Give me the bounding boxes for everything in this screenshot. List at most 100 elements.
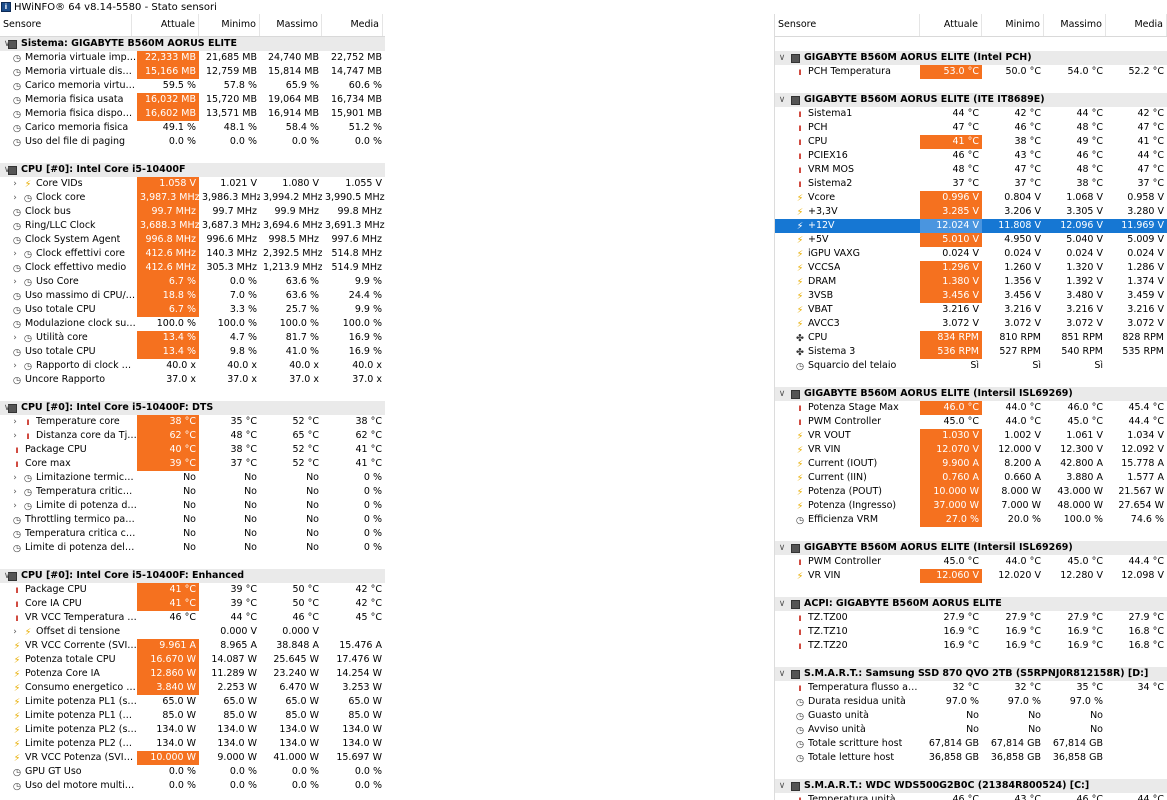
column-header-min[interactable]: Minimo [199,14,260,36]
sensor-group-header[interactable]: ∨ CPU [#0]: Intel Core i5-10400F: Enhance… [0,569,385,583]
sensor-row[interactable]: ı Package CPU 40 °C 38 °C 52 °C 41 °C [0,443,385,457]
sensor-row[interactable]: › ⚡ Offset di tensione 0.000 V 0.000 V [0,625,385,639]
sensor-row[interactable]: › ⚡ Core VIDs 1.058 V 1.021 V 1.080 V 1.055 V [0,177,385,191]
sensor-row[interactable]: ◷ Clock bus 99.7 MHz 99.7 MHz 99.9 MHz 99.8 M… [0,205,385,219]
sensor-row[interactable]: ◷ Memoria fisica disponibile 16,602 MB 13,5… [0,107,385,121]
panel-splitter[interactable] [774,14,775,800]
expand-chevron-icon[interactable]: › [13,473,17,483]
collapse-chevron-icon[interactable]: ∨ [778,389,786,399]
sensor-row[interactable]: ◷ Carico memoria virtuale 59.5 % 57.8 % 65.9… [0,79,385,93]
sensor-row[interactable]: ◷ Clock System Agent 996.8 MHz 996.6 MHz 998… [0,233,385,247]
sensor-row[interactable]: ⚡ iGPU VAXG 0.024 V 0.024 V 0.024 V 0.024 V [775,247,1167,261]
sensor-group-header[interactable]: ∨ GIGABYTE B560M AORUS ELITE (Intersil IS… [775,387,1167,401]
sensor-row[interactable]: ◷ Clock effettivo medio 412.6 MHz 305.3 MHz… [0,261,385,275]
column-header-sensor[interactable]: Sensore [0,14,132,36]
expand-chevron-icon[interactable]: › [13,487,17,497]
sensor-row[interactable]: ı VRM MOS 48 °C 47 °C 48 °C 47 °C [775,163,1167,177]
column-header-avg[interactable]: Media [1106,14,1167,36]
sensor-group-header[interactable]: ∨ CPU [#0]: Intel Core i5-10400F [0,163,385,177]
sensor-row[interactable]: ⚡ VR VIN 12.070 V 12.000 V 12.300 V 12.092 V [775,443,1167,457]
column-header-current[interactable]: Attuale [920,14,982,36]
sensor-row[interactable]: ⚡ 3VSB 3.456 V 3.456 V 3.480 V 3.459 V [775,289,1167,303]
column-header-max[interactable]: Massimo [260,14,322,36]
sensor-row[interactable]: ◷ Memoria fisica usata 16,032 MB 15,720 MB 1… [0,93,385,107]
column-header-min[interactable]: Minimo [982,14,1044,36]
sensor-row[interactable]: ⚡ Potenza totale CPU 16.670 W 14.087 W 25.64… [0,653,385,667]
sensor-row[interactable]: ⚡ Limite potenza PL1 (dina... 85.0 W 85.0 W… [0,709,385,723]
sensor-row[interactable]: ◷ GPU GT Uso 0.0 % 0.0 % 0.0 % 0.0 % [0,765,385,779]
sensor-row[interactable]: ⚡ AVCC3 3.072 V 3.072 V 3.072 V 3.072 V [775,317,1167,331]
sensor-row[interactable]: › ı Temperature core 38 °C 35 °C 52 °C 38 °C [0,415,385,429]
sensor-row[interactable]: › ◷ Utilità core 13.4 % 4.7 % 81.7 % 16.9 % [0,331,385,345]
expand-chevron-icon[interactable]: › [13,361,17,371]
collapse-chevron-icon[interactable]: ∨ [3,403,11,413]
sensor-group-header[interactable]: ∨ S.M.A.R.T.: Samsung SSD 870 QVO 2TB (S5… [775,667,1167,681]
sensor-row[interactable]: › ◷ Uso Core 6.7 % 0.0 % 63.6 % 9.9 % [0,275,385,289]
sensor-row[interactable]: ı Temperatura flusso aria ... 32 °C 32 °C 35… [775,681,1167,695]
sensor-row[interactable]: › ◷Rapporto di clock del ... 40.0 x 40.0 x 4… [0,359,385,373]
sensor-row[interactable]: › ◷ Clock effettivi core 412.6 MHz 140.3 MHz… [0,247,385,261]
sensor-row[interactable]: ı PWM Controller 45.0 °C 44.0 °C 45.0 °C 44.4… [775,415,1167,429]
collapse-chevron-icon[interactable]: ∨ [778,543,786,553]
sensor-row[interactable]: ◷ Avviso unità No No No [775,723,1167,737]
sensor-row[interactable]: ⚡ +3,3V 3.285 V 3.206 V 3.305 V 3.280 V [775,205,1167,219]
column-header-current[interactable]: Attuale [132,14,199,36]
column-header-sensor[interactable]: Sensore [775,14,920,36]
sensor-row[interactable]: ◷ Uso del file di paging 0.0 % 0.0 % 0.0 % 0.… [0,135,385,149]
sensor-row[interactable]: ı Sistema1 44 °C 42 °C 44 °C 42 °C [775,107,1167,121]
collapse-chevron-icon[interactable]: ∨ [778,781,786,791]
sensor-row[interactable]: ◷ Guasto unità No No No [775,709,1167,723]
sensor-row[interactable]: ◷ Durata residua unità 97.0 % 97.0 % 97.0 % [775,695,1167,709]
sensor-row[interactable]: ı VR VCC Temperatura (SV... 46 °C 44 °C 46 °… [0,611,385,625]
collapse-chevron-icon[interactable]: ∨ [778,669,786,679]
sensor-row[interactable]: ⚡ VBAT 3.216 V 3.216 V 3.216 V 3.216 V [775,303,1167,317]
column-header-avg[interactable]: Media [322,14,383,36]
sensor-row[interactable]: ı Temperatura unità 46 °C 43 °C 46 °C 44 °C [775,793,1167,800]
sensor-row[interactable]: › ◷ Clock core 3,987.3 MHz 3,986.3 MHz 3,994.… [0,191,385,205]
expand-chevron-icon[interactable]: › [13,627,17,637]
sensor-row[interactable]: ı Core max 39 °C 37 °C 52 °C 41 °C [0,457,385,471]
sensor-panel-right[interactable]: Sensore Attuale Minimo Massimo Media ∨ GI… [775,14,1167,800]
sensor-row[interactable]: ◷Limite di potenza del pac... No No No 0 % [0,541,385,555]
sensor-row[interactable]: ⚡ Limite potenza PL1 (statico) 65.0 W 65.0 … [0,695,385,709]
sensor-group-header[interactable]: ∨ GIGABYTE B560M AORUS ELITE (Intersil IS… [775,541,1167,555]
sensor-group-header[interactable]: ∨ CPU [#0]: Intel Core i5-10400F: DTS [0,401,385,415]
sensor-panel-left[interactable]: Sensore Attuale Minimo Massimo Media ∨ Si… [0,14,385,800]
sensor-row[interactable]: ◷ Efficienza VRM 27.0 % 20.0 % 100.0 % 74.6 % [775,513,1167,527]
sensor-row[interactable]: ı Sistema2 37 °C 37 °C 38 °C 37 °C [775,177,1167,191]
sensor-group-header[interactable]: ∨ S.M.A.R.T.: WDC WDS500G2B0C (21384R8005… [775,779,1167,793]
expand-chevron-icon[interactable]: › [13,193,17,203]
sensor-row[interactable]: ◷Memoria virtuale impegnata22,333 MB 21,6… [0,51,385,65]
sensor-row[interactable]: ⚡ Limite potenza PL2 (dina... 134.0 W 134.0… [0,737,385,751]
collapse-chevron-icon[interactable]: ∨ [3,571,11,581]
sensor-row[interactable]: ◷ Squarcio del telaio Sì Sì Sì [775,359,1167,373]
sensor-row[interactable]: ⚡ Vcore 0.996 V 0.804 V 1.068 V 0.958 V [775,191,1167,205]
sensor-row[interactable]: ⚡ Current (IOUT) 9.900 A 8.200 A 42.800 A 15.… [775,457,1167,471]
collapse-chevron-icon[interactable]: ∨ [3,39,11,49]
sensor-row[interactable]: ⚡ Potenza (POUT) 10.000 W 8.000 W 43.000 W 21… [775,485,1167,499]
collapse-chevron-icon[interactable]: ∨ [3,165,11,175]
sensor-row[interactable]: ı Potenza Stage Max 46.0 °C 44.0 °C 46.0 °C 4… [775,401,1167,415]
sensor-row[interactable]: ◷Uso del motore multimedi... 0.0 % 0.0 % 0.… [0,779,385,793]
expand-chevron-icon[interactable]: › [13,431,17,441]
sensor-row[interactable]: ⚡ VCCSA 1.296 V 1.260 V 1.320 V 1.286 V [775,261,1167,275]
sensor-group-header[interactable]: ∨ ACPI: GIGABYTE B560M AORUS ELITE [775,597,1167,611]
sensor-row[interactable]: ◷ Temperatura critica conf... No No No 0 % [0,527,385,541]
sensor-row[interactable]: ◷Throttling termico pacche... No No No 0 % [0,513,385,527]
sensor-row[interactable]: ı TZ.TZ00 27.9 °C 27.9 °C 27.9 °C 27.9 °C [775,611,1167,625]
expand-chevron-icon[interactable]: › [13,333,17,343]
sensor-row[interactable]: › ◷ Temperatura critica c... No No No 0 % [0,485,385,499]
sensor-row[interactable]: ı PCH Temperatura 53.0 °C 50.0 °C 54.0 °C 52.… [775,65,1167,79]
collapse-chevron-icon[interactable]: ∨ [778,599,786,609]
expand-chevron-icon[interactable]: › [13,417,17,427]
sensor-row[interactable]: ◷ Carico memoria fisica 49.1 % 48.1 % 58.4 %… [0,121,385,135]
expand-chevron-icon[interactable]: › [13,277,17,287]
sensor-row[interactable]: ı TZ.TZ10 16.9 °C 16.9 °C 16.9 °C 16.8 °C [775,625,1167,639]
sensor-row[interactable]: ⚡ Current (IIN) 0.760 A 0.660 A 3.880 A 1.577… [775,471,1167,485]
sensor-row[interactable]: ◷Modulazione clock su richi... 100.0 % 100… [0,317,385,331]
sensor-row[interactable]: ı CPU 41 °C 38 °C 49 °C 41 °C [775,135,1167,149]
sensor-row[interactable]: ⚡ VR VOUT 1.030 V 1.002 V 1.061 V 1.034 V [775,429,1167,443]
sensor-group-header[interactable]: ∨ GIGABYTE B560M AORUS ELITE (ITE IT8689E… [775,93,1167,107]
sensor-row[interactable]: ⚡ DRAM 1.380 V 1.356 V 1.392 V 1.374 V [775,275,1167,289]
